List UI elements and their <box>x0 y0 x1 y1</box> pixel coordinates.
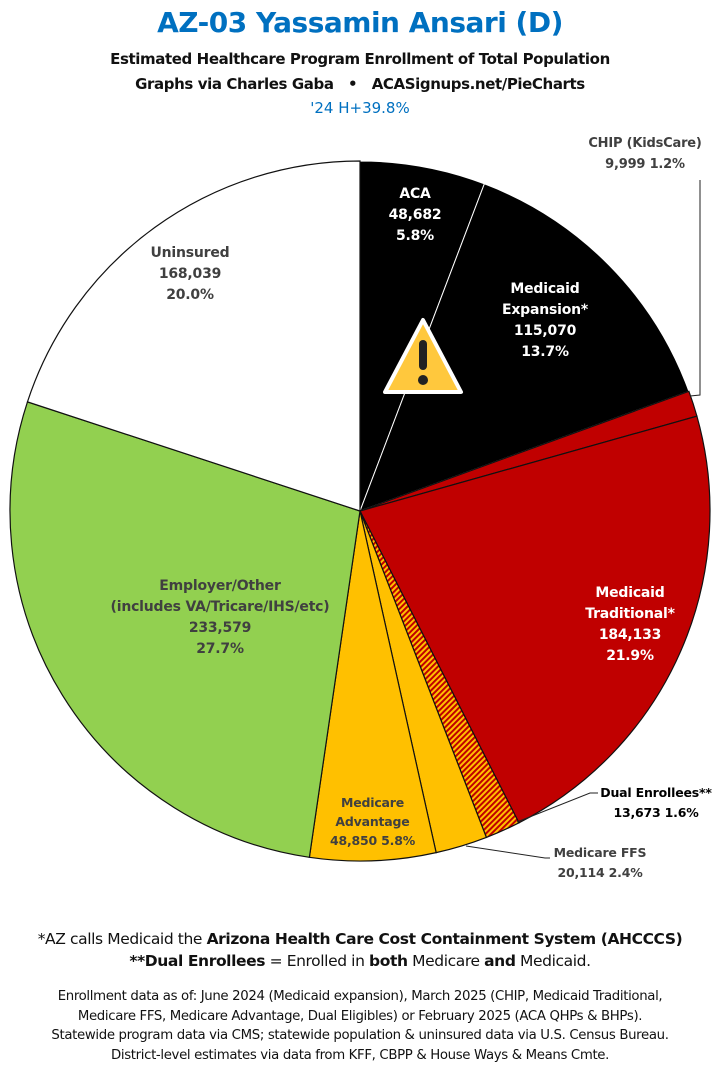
label-line: CHIP (KidsCare) <box>588 136 702 151</box>
source-notes: Enrollment data as of: June 2024 (Medica… <box>0 987 720 1065</box>
label-line: Advantage <box>335 814 410 829</box>
label-medicaid-expansion: Medicaid Expansion* 115,070 13.7% <box>480 279 610 363</box>
label-line: 20,114 2.4% <box>557 865 643 880</box>
dual-callout-line <box>516 792 598 823</box>
label-line: Traditional* <box>585 606 675 622</box>
label-medicaid-traditional: Medicaid Traditional* 184,133 21.9% <box>560 583 700 667</box>
footnote-bold-text: both <box>369 952 408 970</box>
source-line: Statewide program data via CMS; statewid… <box>51 1028 669 1043</box>
source-line: Medicare FFS, Medicare Advantage, Dual E… <box>77 1008 643 1024</box>
label-line: Medicare FFS <box>553 845 647 860</box>
label-line: 48,850 5.8% <box>329 833 416 848</box>
footnote-text: = Enrolled in <box>265 952 370 970</box>
label-line: ACA <box>399 186 431 202</box>
label-line: 5.8% <box>395 228 435 244</box>
label-line: Uninsured <box>150 245 230 261</box>
footnote-text: Medicaid. <box>515 952 591 970</box>
label-line: Expansion* <box>501 302 589 318</box>
label-line: 115,070 <box>513 323 577 339</box>
label-line: Medicaid <box>510 281 580 297</box>
footnote-text: Medicare <box>407 952 485 970</box>
label-line: 48,682 <box>388 207 442 223</box>
footnote-bold-text: **Dual Enrollees <box>129 952 266 970</box>
footnote-text: *AZ calls Medicaid the <box>37 930 207 948</box>
source-line: District-level estimates via data from K… <box>110 1047 610 1063</box>
chart-credit: Graphs via Charles Gaba • ACASignups.net… <box>135 75 585 93</box>
label-uninsured: Uninsured 168,039 20.0% <box>130 243 250 306</box>
label-aca: ACA 48,682 5.8% <box>370 184 460 247</box>
label-line: 233,579 <box>188 620 252 636</box>
label-employer-other: Employer/Other (includes VA/Tricare/IHS/e… <box>95 576 345 660</box>
label-line: (includes VA/Tricare/IHS/etc) <box>110 599 330 615</box>
footnote-dual: **Dual Enrollees = Enrolled in both Medi… <box>0 952 720 970</box>
pie-slice-medicare-advantage <box>308 510 437 862</box>
chip-callout-line <box>689 180 701 397</box>
label-line: 20.0% <box>166 287 214 303</box>
label-line: 9,999 1.2% <box>605 157 685 172</box>
label-medicare-ffs: Medicare FFS 20,114 2.4% <box>540 843 660 883</box>
footnote-ahcccs: *AZ calls Medicaid the Arizona Health Ca… <box>0 930 720 948</box>
label-line: 184,133 <box>598 627 662 643</box>
label-line: Dual Enrollees** <box>600 785 712 800</box>
footnote-bold-text: Arizona Health Care Cost Containment Sys… <box>206 930 683 948</box>
label-line: Employer/Other <box>159 578 281 594</box>
label-chip: CHIP (KidsCare) 9,999 1.2% <box>570 133 720 175</box>
label-line: 168,039 <box>158 266 222 282</box>
label-line: 21.9% <box>606 648 654 664</box>
label-line: Medicaid <box>595 585 665 601</box>
chart-tag: '24 H+39.8% <box>310 99 410 117</box>
warning-triangle-icon <box>383 318 463 394</box>
label-medicare-advantage: Medicare Advantage 48,850 5.8% <box>315 793 430 850</box>
label-line: 13.7% <box>521 344 569 360</box>
footnote-bold-text: and <box>484 952 516 970</box>
ffs-callout-line <box>465 845 550 859</box>
pie-slice-medicaid-expansion <box>359 183 690 512</box>
label-dual-enrollees: Dual Enrollees** 13,673 1.6% <box>592 783 720 823</box>
pie-slice-medicaid-traditional <box>359 415 711 824</box>
source-line: Enrollment data as of: June 2024 (Medica… <box>57 989 663 1004</box>
pie-slice-employer-other-includes-va-tricare-ihs-etc <box>9 401 361 859</box>
chart-subtitle: Estimated Healthcare Program Enrollment … <box>110 50 610 68</box>
label-line: 27.7% <box>196 641 244 657</box>
pie-slice-uninsured <box>26 160 361 512</box>
chart-title: AZ-03 Yassamin Ansari (D) <box>157 6 563 39</box>
label-line: Medicare <box>340 795 405 810</box>
label-line: 13,673 1.6% <box>613 805 699 820</box>
